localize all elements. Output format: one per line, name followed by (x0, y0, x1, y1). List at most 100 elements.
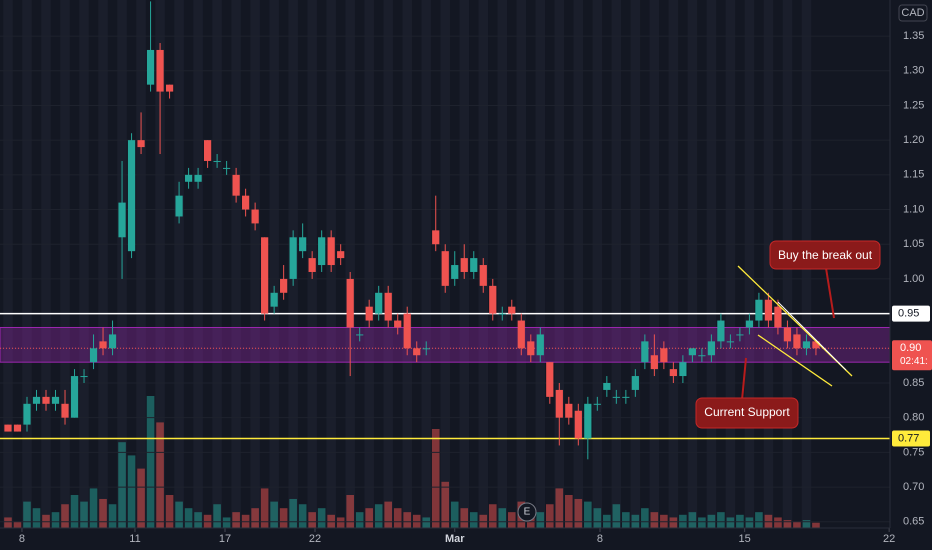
candle-body (802, 341, 811, 349)
event-marker[interactable] (517, 502, 537, 522)
volume-bar (336, 517, 345, 528)
stripe (421, 0, 431, 528)
stripe (22, 0, 32, 528)
candle-body (593, 403, 601, 405)
volume-bar (441, 481, 450, 528)
candle-body (108, 334, 117, 349)
volume-bar (545, 504, 554, 528)
volume-bar (32, 508, 41, 528)
candle-body (565, 403, 573, 418)
currency-badge[interactable] (898, 4, 928, 22)
axis-layer: 0.65 0.70 0.75 0.80 0.85 0.90 0.95 1.00 1.05 1.10… (19, 30, 932, 545)
price-tag (892, 430, 930, 447)
candle-body (403, 313, 411, 349)
volume-bar (270, 501, 278, 528)
x-tick-label: 15 (739, 533, 751, 545)
volume-bar (450, 501, 459, 528)
x-tick-label: 22 (309, 533, 321, 545)
volume-bar (61, 504, 69, 528)
stripe (60, 0, 70, 528)
volume-bar (536, 512, 545, 528)
candle-body (270, 292, 278, 307)
volume-bar (802, 520, 811, 528)
volume-bar (108, 504, 117, 528)
candle-body (470, 258, 478, 272)
y-tick-label: 1.05 (903, 238, 924, 250)
countdown: 02:41: (900, 356, 928, 367)
candle-body (783, 327, 792, 342)
zone-layer (0, 312, 891, 440)
volume-bar (118, 442, 126, 528)
candle-body (80, 376, 88, 378)
volume-bar (298, 504, 307, 528)
volume-bar (13, 521, 22, 528)
candle-body (574, 410, 582, 439)
candle-body (536, 334, 544, 356)
volume-bar (4, 517, 12, 528)
volume-bar (745, 517, 754, 528)
volume-bar (127, 455, 136, 528)
price-tag-label: 0.77 (898, 432, 919, 444)
volume-bar (308, 512, 316, 528)
candle-body (394, 320, 402, 328)
candle-body (146, 49, 155, 85)
candle-body (546, 362, 554, 397)
x-tick-label: 8 (597, 533, 603, 545)
stripe (725, 0, 736, 528)
y-tick-label: 1.20 (903, 134, 924, 146)
x-tick-label: 8 (19, 533, 25, 545)
candle-body (365, 306, 373, 321)
candle-body (318, 237, 326, 266)
stripe (3, 0, 13, 528)
volume-bar (584, 501, 592, 528)
stripe (79, 0, 89, 528)
candle-body (299, 237, 307, 252)
event-label: E (524, 507, 531, 518)
volume-bar (488, 504, 497, 528)
volume-bar (812, 522, 820, 528)
y-tick-label: 1.10 (903, 203, 924, 215)
y-tick-label: 0.65 (903, 516, 924, 528)
stripe (193, 0, 203, 528)
candle-body (356, 334, 364, 336)
candle-body (156, 49, 164, 92)
volume-bar (403, 512, 412, 528)
candle-body (755, 299, 763, 321)
stripe (535, 0, 546, 528)
stripe (668, 0, 679, 528)
stripe (98, 0, 108, 528)
candle-body (498, 313, 506, 315)
stripe (383, 0, 393, 528)
volume-bar (374, 504, 383, 528)
volume-bar (51, 512, 60, 528)
candle-body (175, 195, 183, 217)
trend-line (757, 334, 833, 387)
volume-bar (213, 504, 221, 528)
candle-body (99, 341, 107, 349)
y-tick-label: 1.30 (903, 65, 924, 77)
callout-box (695, 397, 799, 429)
y-tick-label: 0.75 (903, 446, 924, 458)
candle-body (203, 140, 212, 161)
x-tick-label: 11 (129, 533, 140, 545)
volume-bar (251, 508, 259, 528)
volume-bar (650, 512, 659, 528)
candle-body (184, 174, 193, 182)
stripe (41, 0, 51, 528)
candle-body (222, 167, 231, 169)
volume-bar (755, 512, 763, 528)
volume-bar (555, 488, 564, 528)
volume-bar (393, 508, 402, 528)
candle-body (213, 160, 221, 162)
stripe (345, 0, 355, 528)
y-tick-label: 1.25 (903, 99, 924, 111)
candle-body (4, 424, 12, 432)
y-tick-label: 1.35 (903, 30, 924, 42)
annotation: Current Support (704, 405, 790, 419)
candle-body (622, 396, 630, 398)
candle-layer (4, 1, 820, 460)
last-price-tag (892, 340, 932, 371)
candle-body (698, 355, 706, 357)
candle-body (137, 140, 145, 148)
candle-body (308, 258, 316, 272)
